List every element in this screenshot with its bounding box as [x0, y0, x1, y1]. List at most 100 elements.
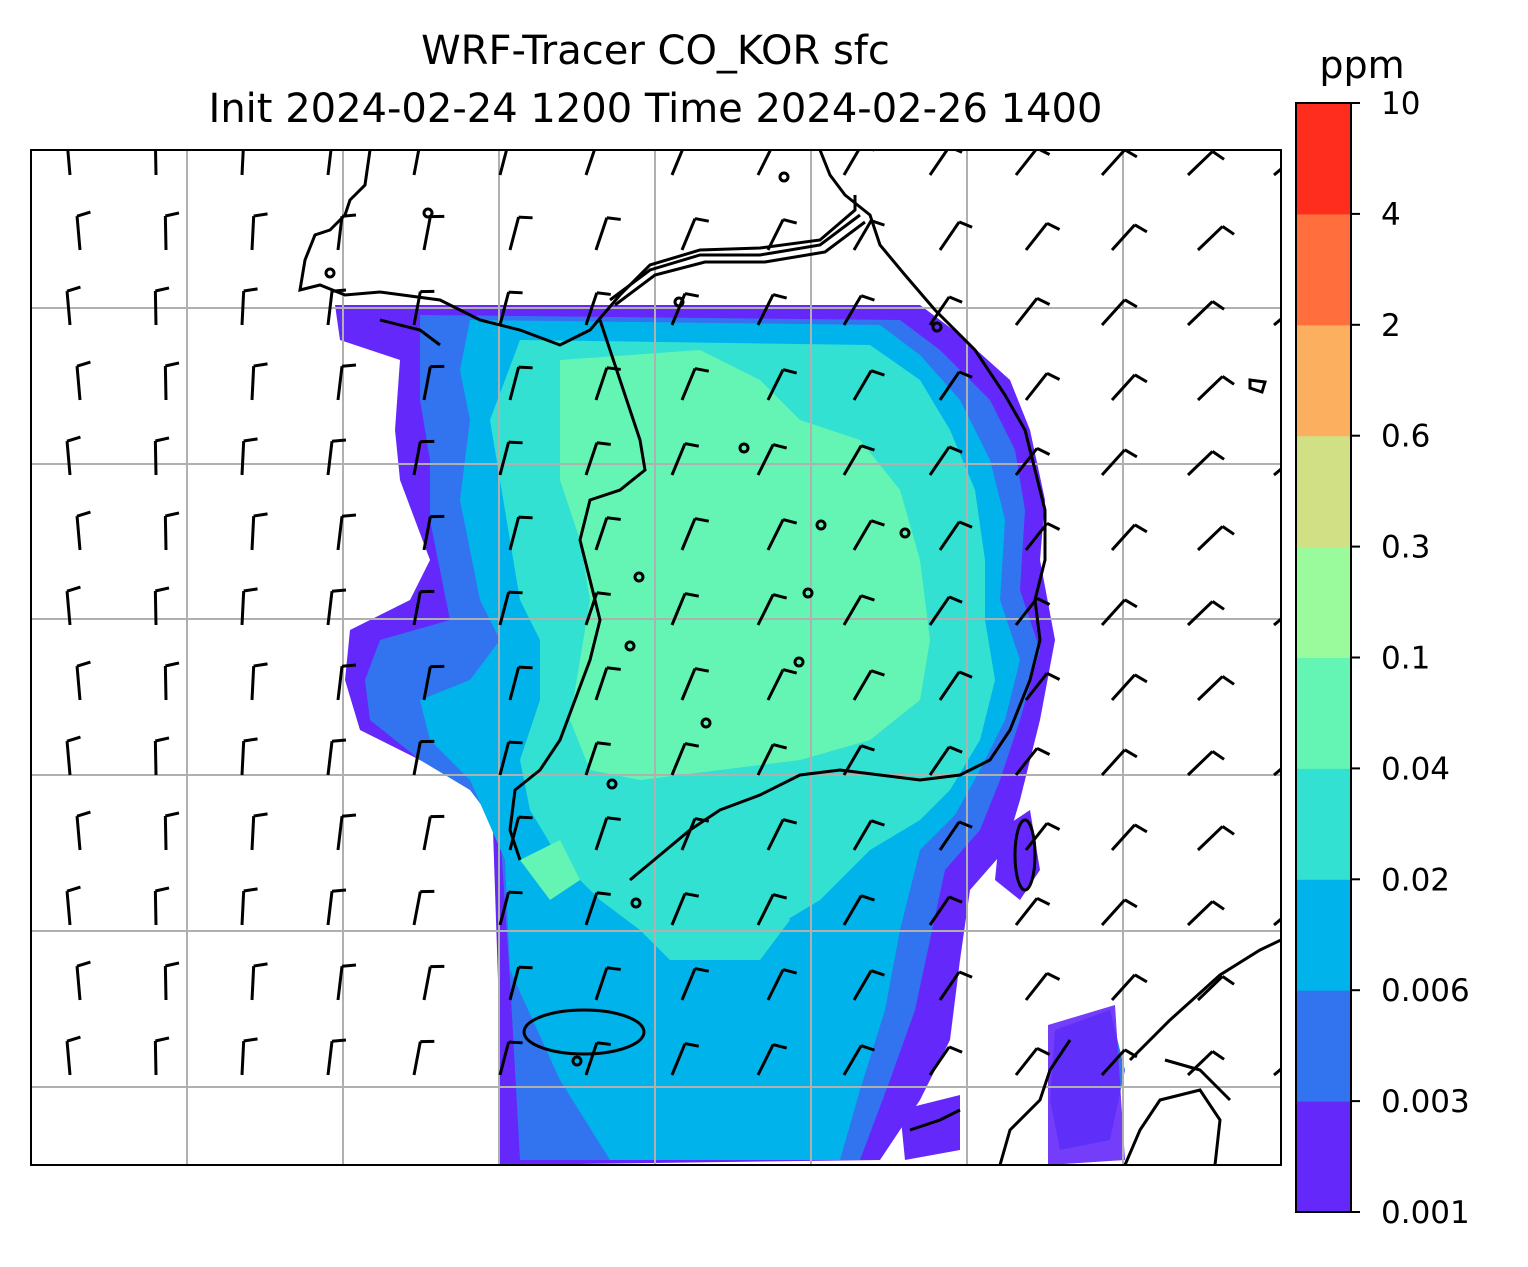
wind-barb	[670, 293, 687, 326]
wind-barb	[670, 743, 687, 776]
wind-barb-flag	[1036, 596, 1051, 606]
wind-barb	[1273, 767, 1281, 777]
wind-barb	[1186, 450, 1214, 477]
wind-barb-flag	[1134, 673, 1148, 684]
wind-barb	[240, 150, 245, 176]
wind-barb-flag	[155, 886, 170, 893]
wind-barb	[594, 967, 609, 1001]
wind-barb	[852, 669, 873, 701]
wind-barb	[1024, 972, 1049, 1001]
field-level-1-japan	[1048, 1005, 1125, 1165]
wind-barb	[756, 293, 775, 326]
wind-barb	[594, 517, 609, 551]
wind-barb	[1100, 1048, 1126, 1077]
wind-barb	[336, 816, 344, 851]
wind-barb	[75, 515, 82, 551]
wind-barb	[594, 667, 609, 701]
wind-barb	[1196, 525, 1224, 552]
wind-barb-flag	[597, 143, 611, 145]
wind-barb	[842, 744, 863, 776]
wind-barb-flag	[1046, 221, 1061, 231]
wind-barb	[422, 966, 432, 1001]
concentration-field	[335, 305, 1125, 1165]
wind-barb	[412, 891, 422, 926]
wind-barb-flag	[1046, 521, 1061, 531]
wind-barb	[1024, 372, 1049, 401]
wind-barb-flag	[958, 670, 973, 679]
wind-barb-flag	[684, 1042, 700, 1048]
wind-barb	[928, 446, 951, 476]
wind-barb-flag	[253, 512, 268, 518]
wind-barb	[498, 441, 511, 476]
wind-barb-flag	[1211, 600, 1225, 611]
wind-barb	[680, 368, 697, 401]
wind-barb-flag	[518, 665, 533, 670]
wind-barb-flag	[508, 740, 523, 745]
wind-barb	[584, 292, 599, 326]
wind-barb-flag	[341, 363, 357, 368]
wind-barb-flag	[1211, 450, 1225, 461]
wind-barb	[680, 968, 697, 1001]
wind-barb-flag	[244, 139, 258, 141]
wind-barb	[766, 368, 785, 401]
wind-barb	[680, 518, 697, 551]
wind-barb-flag	[508, 890, 523, 895]
wind-barb	[852, 519, 873, 551]
wind-barb-flag	[165, 661, 180, 668]
colorbar-tick-label: 0.1	[1381, 641, 1430, 677]
wind-barb-flag	[243, 1037, 258, 1043]
wind-barb-flag	[948, 895, 963, 904]
wind-barb	[250, 515, 256, 551]
wind-barb-flag	[958, 520, 973, 529]
wind-barb	[508, 816, 521, 851]
wind-barb	[1196, 975, 1224, 1002]
wind-barb	[65, 290, 72, 326]
wind-barb	[756, 743, 775, 776]
colorbar-segment	[1296, 435, 1351, 548]
wind-barb	[584, 892, 599, 926]
wind-barb	[584, 1042, 599, 1076]
wind-barb	[584, 150, 596, 176]
wind-barb-flag	[606, 666, 621, 671]
wind-barb	[326, 1041, 334, 1076]
wind-barb	[1186, 900, 1214, 927]
wind-barb-flag	[155, 586, 170, 593]
wind-barb-flag	[1036, 1046, 1051, 1056]
wind-barb-flag	[243, 887, 258, 893]
wind-barb-flag	[331, 738, 347, 743]
wind-barb-flag	[606, 516, 621, 521]
wind-barb-flag	[165, 811, 180, 818]
wind-barb-flag	[870, 969, 885, 977]
wind-barb-flag	[165, 961, 180, 968]
wind-barb	[928, 296, 951, 326]
wind-barb-flag	[253, 362, 268, 368]
wind-barb-flag	[1046, 971, 1061, 981]
wind-barb	[766, 668, 785, 701]
wind-barb-flag	[684, 892, 700, 898]
wind-barb-flag	[341, 663, 357, 668]
wind-barb-flag	[860, 744, 875, 752]
wind-barb	[326, 741, 334, 776]
colorbar-tick-label: 0.006	[1381, 973, 1470, 1009]
wind-barb-flag	[253, 962, 268, 968]
wind-barb	[1186, 1050, 1214, 1077]
wind-barb-flag	[870, 219, 885, 227]
wind-barb	[1186, 150, 1214, 177]
wind-barb	[498, 1041, 511, 1076]
wind-barb-flag	[155, 138, 169, 141]
colorbar-tick-label: 0.003	[1381, 1084, 1470, 1120]
wind-barb	[250, 965, 256, 1001]
wind-barb-flag	[253, 812, 268, 818]
wind-barb-flag	[253, 662, 268, 668]
wind-barb-flag	[772, 893, 788, 900]
wind-barb-flag	[870, 819, 885, 827]
wind-barb-flag	[1124, 748, 1138, 759]
wind-barb	[65, 440, 72, 476]
wind-barb-flag	[155, 1036, 170, 1043]
wind-barb-flag	[76, 960, 91, 968]
wind-barb	[1110, 523, 1136, 552]
wind-barb-flag	[782, 968, 798, 975]
wind-barb	[584, 742, 599, 776]
wind-barb	[1014, 297, 1039, 326]
wind-barb	[928, 150, 949, 176]
